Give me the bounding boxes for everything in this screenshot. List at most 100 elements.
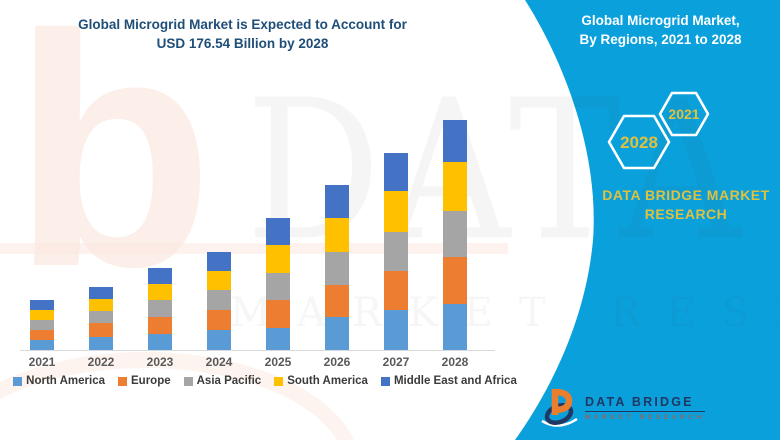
legend-swatch — [380, 376, 390, 386]
legend-swatch — [118, 376, 127, 386]
teal-curved-shape — [515, 0, 780, 440]
bar-segment-middle-east-and-africa — [443, 120, 467, 162]
bar-segment-south-america — [89, 299, 113, 311]
legend-label: South America — [287, 375, 368, 387]
bar-segment-north-america — [207, 330, 231, 350]
x-axis-label: 2026 — [323, 355, 351, 369]
watermark-b-logo: b — [12, 0, 214, 335]
panel-heading: Global Microgrid Market, By Regions, 202… — [558, 12, 763, 49]
legend-swatch — [183, 376, 193, 386]
bar-segment-middle-east-and-africa — [266, 218, 290, 245]
bar-segment-asia-pacific — [148, 299, 172, 317]
logo-swoosh-white — [541, 417, 578, 427]
bar-segment-south-america — [384, 190, 408, 232]
legend-label: Asia Pacific — [196, 375, 262, 387]
x-axis-label: 2023 — [146, 355, 174, 369]
bar-segment-europe — [443, 257, 467, 304]
bar-segment-europe — [384, 270, 408, 310]
bar-segment-asia-pacific — [89, 310, 113, 324]
bar-segment-middle-east-and-africa — [148, 267, 172, 285]
bar-segment-south-america — [266, 244, 290, 273]
plot-area — [20, 97, 495, 351]
logo-b-hook — [554, 388, 573, 414]
watermark-research-text: MARKET RESEARCH — [230, 290, 780, 336]
chart-title-line2: USD 176.54 Billion by 2028 — [156, 36, 329, 51]
chart-title: Global Microgrid Market is Expected to A… — [25, 15, 460, 53]
bar-segment-south-america — [207, 270, 231, 291]
bar-segment-middle-east-and-africa — [384, 152, 408, 191]
bar-segment-north-america — [384, 309, 408, 350]
legend-item: North America — [13, 375, 105, 387]
bar-segment-south-america — [443, 162, 467, 211]
bar-segment-asia-pacific — [325, 251, 349, 286]
legend-swatch — [13, 376, 23, 386]
bar-segment-asia-pacific — [30, 320, 54, 330]
bar-segment-north-america — [443, 304, 467, 350]
x-axis-label: 2027 — [382, 355, 410, 369]
hexagon-2028-label: 2028 — [620, 133, 658, 152]
stacked-bar-chart: 2021 2022 2023 2024 2025 2026 2027 2028 North A… — [13, 97, 517, 387]
bar-segment-south-america — [325, 217, 349, 252]
bar-segment-north-america — [148, 333, 172, 350]
bar-2023 — [148, 267, 172, 350]
bar-segment-north-america — [266, 327, 290, 350]
hexagon-2021 — [658, 91, 710, 137]
bar-2024 — [207, 251, 231, 350]
bar-segment-middle-east-and-africa — [207, 251, 231, 271]
bar-segment-europe — [266, 300, 290, 328]
bar-segment-asia-pacific — [266, 272, 290, 301]
databridge-logo: DATA BRIDGE MARKET RESEARCH — [540, 386, 706, 430]
logo-sub: MARKET RESEARCH — [585, 414, 706, 421]
legend-item: South America — [274, 375, 368, 387]
bar-segment-south-america — [148, 284, 172, 300]
legend-label: North America — [26, 375, 105, 387]
bar-segment-middle-east-and-africa — [30, 300, 54, 310]
brand-text: DATA BRIDGE MARKET RESEARCH — [586, 186, 780, 224]
bar-2027 — [384, 152, 408, 350]
bar-segment-north-america — [325, 317, 349, 350]
legend: North America Europe Asia Pacific South Ame… — [13, 375, 517, 387]
brand-text-line1: DATA BRIDGE MARKET — [602, 187, 770, 203]
bar-segment-europe — [207, 310, 231, 331]
bar-2025 — [266, 218, 290, 350]
bar-segment-south-america — [30, 309, 54, 321]
legend-item: Asia Pacific — [183, 375, 262, 387]
legend-label: Europe — [131, 375, 171, 387]
x-axis-label: 2021 — [28, 355, 56, 369]
bar-segment-europe — [30, 329, 54, 341]
x-axis-labels: 2021 2022 2023 2024 2025 2026 2027 2028 — [20, 351, 495, 371]
bar-segment-asia-pacific — [207, 290, 231, 311]
bar-2021 — [30, 300, 54, 350]
legend-item: Europe — [118, 375, 171, 387]
bar-2026 — [325, 184, 349, 350]
bar-segment-asia-pacific — [384, 231, 408, 271]
bar-segment-middle-east-and-africa — [89, 286, 113, 300]
bar-segment-europe — [89, 323, 113, 337]
brand-text-line2: RESEARCH — [644, 206, 728, 222]
legend-swatch — [274, 376, 284, 386]
hexagon-2021-label: 2021 — [668, 106, 699, 122]
legend-item: Middle East and Africa — [380, 375, 517, 387]
hexagon-badges: 2028 2021 — [607, 91, 710, 170]
logo-text: DATA BRIDGE MARKET RESEARCH — [585, 386, 706, 421]
databridge-logo-icon — [541, 388, 578, 427]
bar-segment-north-america — [30, 340, 54, 350]
bar-segment-europe — [325, 285, 349, 317]
bar-segment-north-america — [89, 336, 113, 350]
legend-label: Middle East and Africa — [393, 375, 517, 387]
hexagon-2028 — [607, 114, 671, 170]
chart-title-line1: Global Microgrid Market is Expected to A… — [78, 17, 407, 32]
x-axis-label: 2024 — [205, 355, 233, 369]
watermark-stripe — [0, 243, 508, 254]
bar-2022 — [89, 286, 113, 350]
bar-segment-middle-east-and-africa — [325, 184, 349, 218]
bar-2028 — [443, 120, 467, 350]
x-axis-label: 2028 — [441, 355, 469, 369]
logo-name: DATA BRIDGE — [585, 395, 706, 412]
x-axis-label: 2022 — [87, 355, 115, 369]
panel-heading-line1: Global Microgrid Market, — [581, 13, 740, 28]
panel-heading-line2: By Regions, 2021 to 2028 — [579, 31, 742, 47]
bar-segment-asia-pacific — [443, 211, 467, 257]
